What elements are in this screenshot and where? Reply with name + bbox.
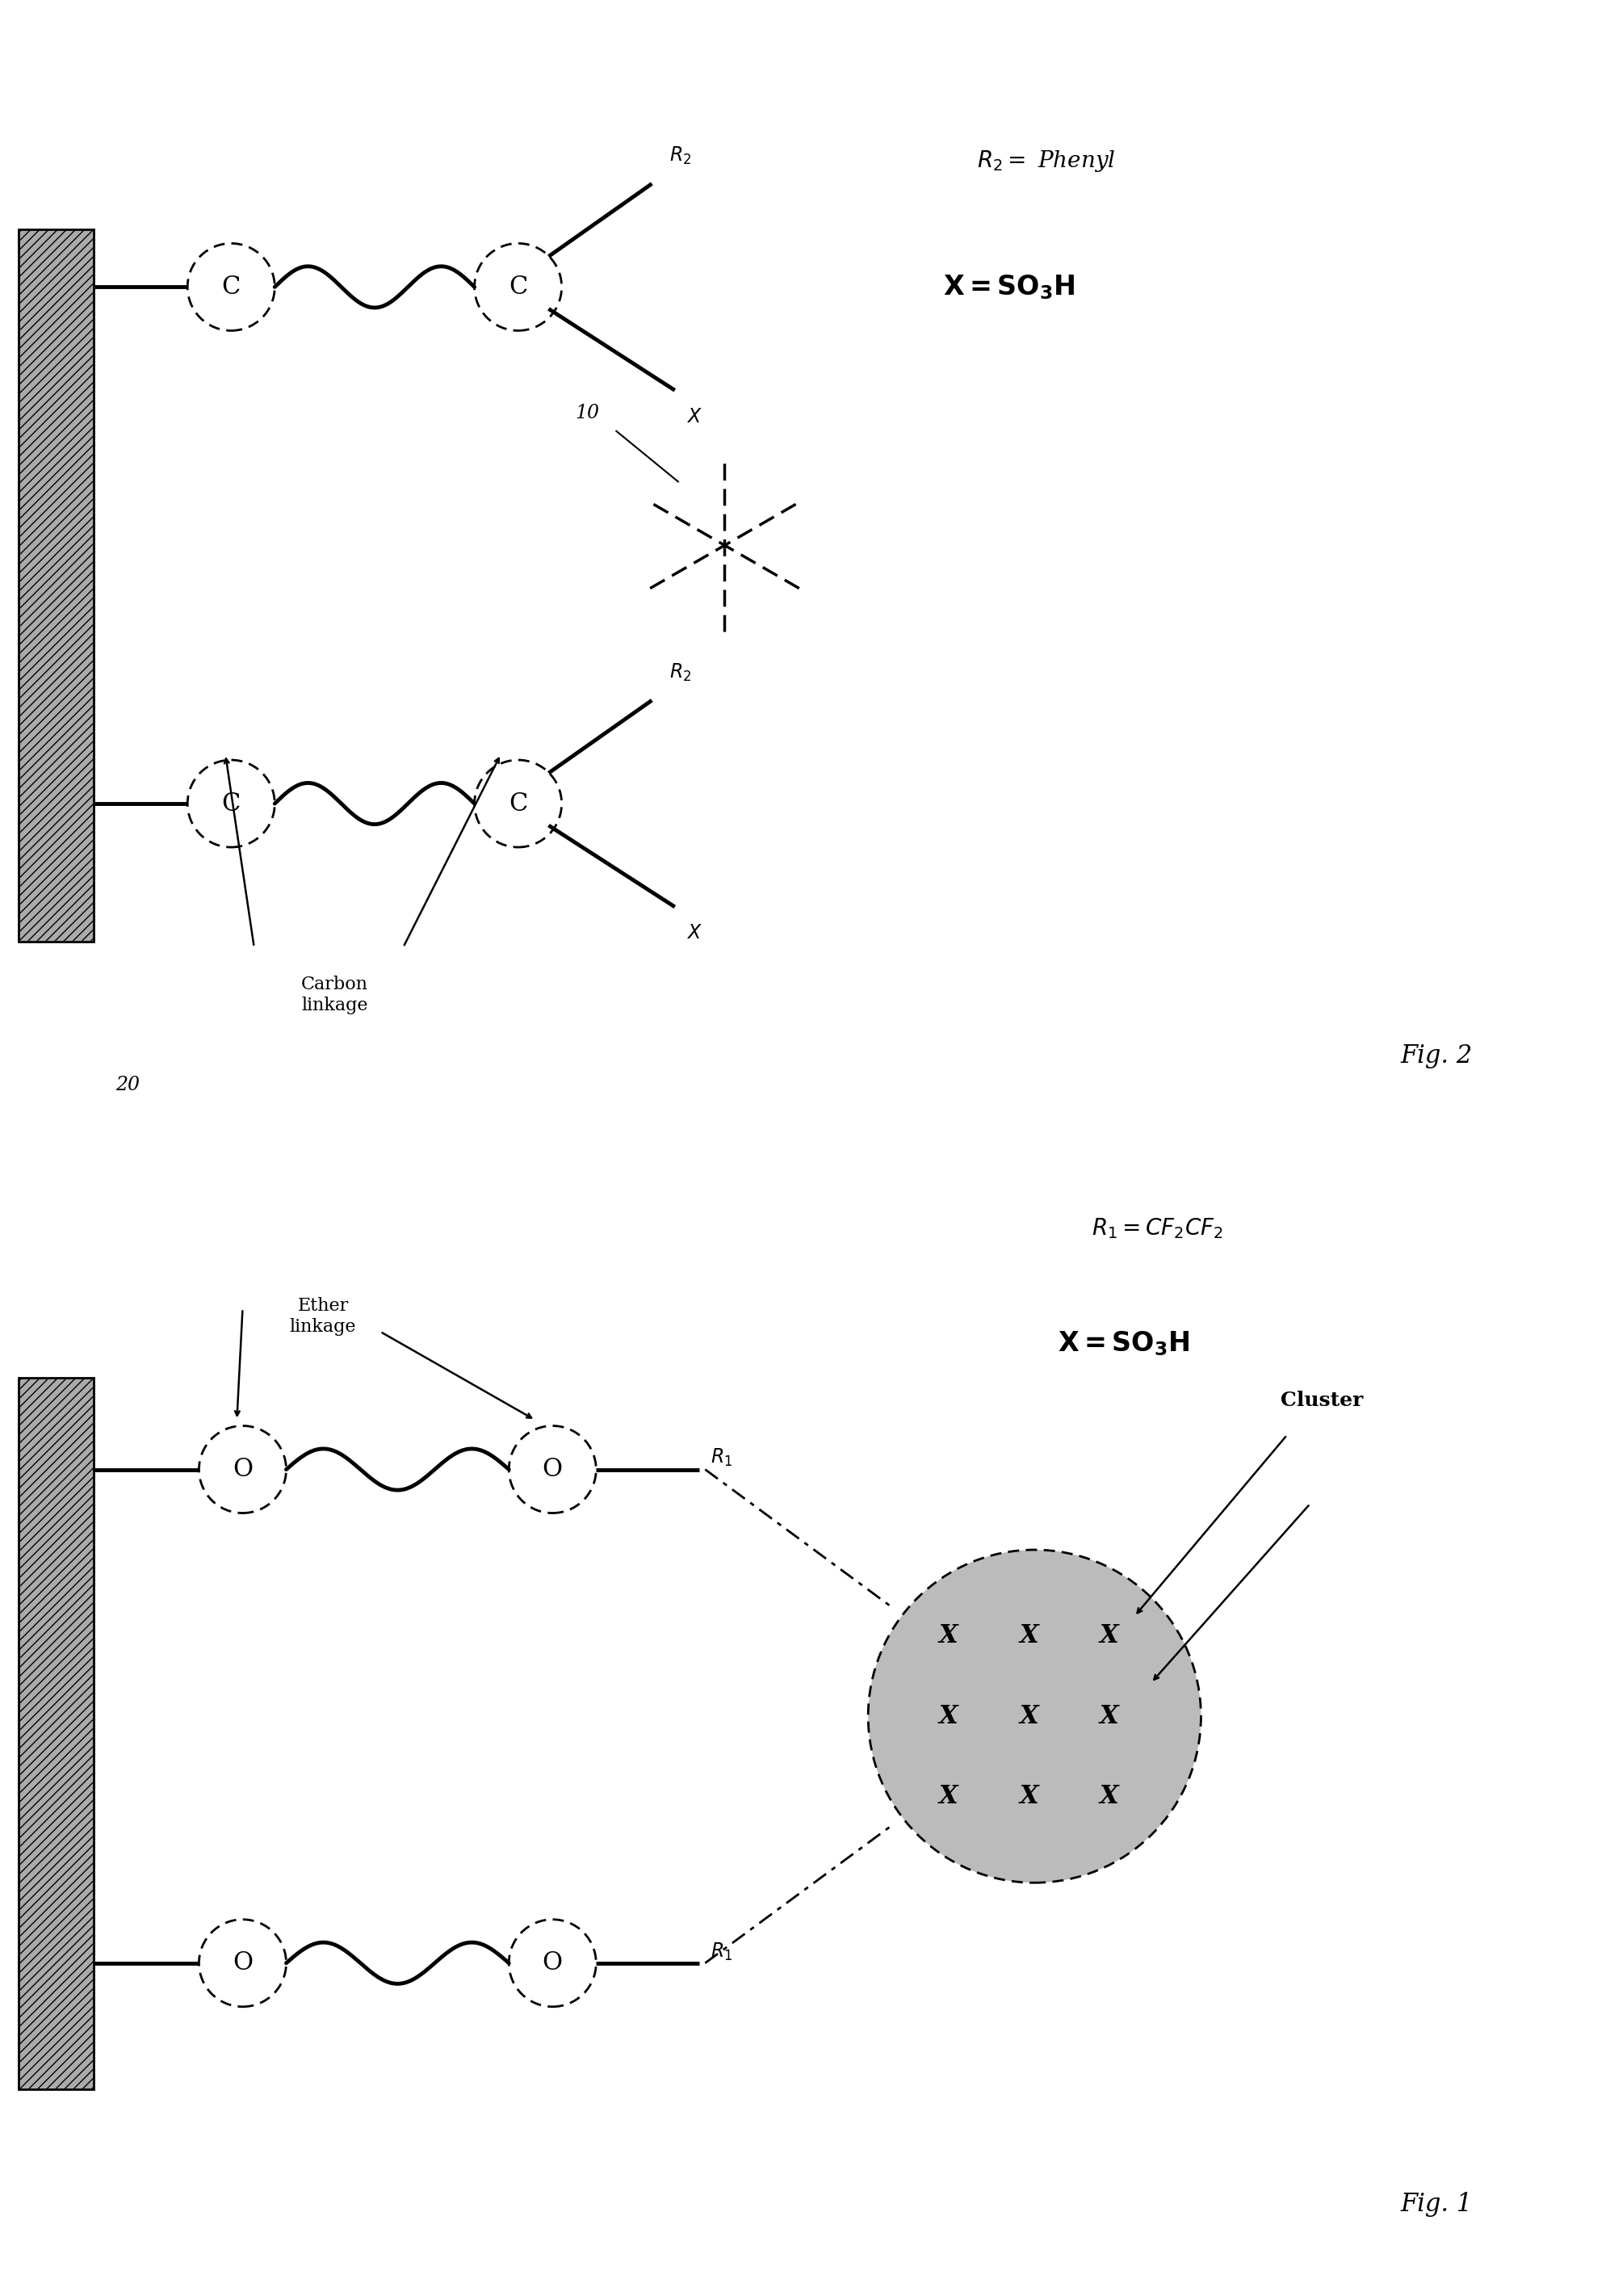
Text: X: X: [1100, 1784, 1119, 1809]
Text: C: C: [509, 276, 528, 298]
Text: $R_1$: $R_1$: [712, 1446, 733, 1469]
Text: $\mathbf{X = SO_3H}$: $\mathbf{X = SO_3H}$: [1058, 1329, 1190, 1357]
Text: $R_2$: $R_2$: [670, 661, 691, 684]
Text: $X$: $X$: [686, 923, 702, 944]
Text: Fig. 2: Fig. 2: [1401, 1045, 1472, 1068]
Circle shape: [868, 1550, 1201, 1883]
Text: 20: 20: [116, 1075, 140, 1095]
Text: Carbon
linkage: Carbon linkage: [301, 976, 369, 1015]
Text: $\mathbf{X = SO_3H}$: $\mathbf{X = SO_3H}$: [943, 273, 1075, 301]
Text: O: O: [543, 1458, 562, 1481]
Text: $R_2=$ Phenyl: $R_2=$ Phenyl: [977, 149, 1116, 172]
Text: Cluster: Cluster: [1280, 1391, 1362, 1410]
Text: X: X: [939, 1623, 958, 1649]
Text: X: X: [1100, 1704, 1119, 1729]
Text: O: O: [543, 1952, 562, 1975]
Text: $R_1 = CF_2CF_2$: $R_1 = CF_2CF_2$: [1092, 1217, 1224, 1240]
Text: 10: 10: [575, 404, 599, 422]
Text: $R_1$: $R_1$: [712, 1940, 733, 1963]
Text: X: X: [1019, 1623, 1038, 1649]
Text: X: X: [1019, 1784, 1038, 1809]
Text: C: C: [222, 276, 240, 298]
Text: C: C: [222, 792, 240, 815]
Text: $R_2$: $R_2$: [670, 145, 691, 168]
Text: X: X: [939, 1784, 958, 1809]
FancyBboxPatch shape: [19, 1378, 93, 2089]
Text: X: X: [939, 1704, 958, 1729]
Text: C: C: [509, 792, 528, 815]
Text: X: X: [1100, 1623, 1119, 1649]
Text: O: O: [232, 1952, 253, 1975]
Text: X: X: [1019, 1704, 1038, 1729]
Text: Fig. 1: Fig. 1: [1401, 2193, 1472, 2216]
FancyBboxPatch shape: [19, 230, 93, 941]
Text: $X$: $X$: [686, 406, 702, 427]
Text: Ether
linkage: Ether linkage: [290, 1297, 356, 1336]
Text: O: O: [232, 1458, 253, 1481]
